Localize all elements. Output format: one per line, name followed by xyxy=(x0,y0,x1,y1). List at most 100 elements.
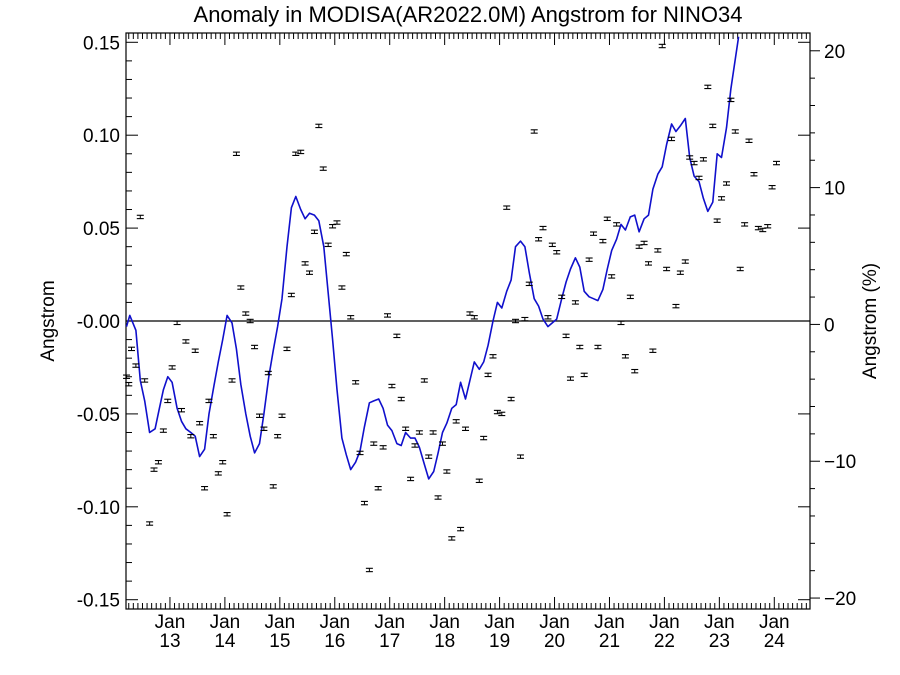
data-point xyxy=(448,536,456,541)
data-point xyxy=(141,378,149,383)
data-point xyxy=(164,398,172,404)
data-point xyxy=(246,318,254,324)
data-point xyxy=(709,123,717,129)
data-point xyxy=(558,294,566,300)
data-point xyxy=(452,419,460,424)
data-point xyxy=(305,270,313,275)
data-point xyxy=(617,320,625,326)
data-point xyxy=(603,216,611,222)
y-tick-label: -0.05 xyxy=(77,405,120,426)
x-tick-label-month: Jan xyxy=(319,612,350,633)
data-point xyxy=(150,467,158,472)
data-point xyxy=(256,413,264,418)
data-point xyxy=(470,315,478,320)
data-point xyxy=(415,430,423,435)
data-point xyxy=(292,151,300,156)
data-point xyxy=(159,428,167,433)
data-point xyxy=(420,378,428,383)
data-point xyxy=(530,129,538,134)
data-point xyxy=(566,376,574,381)
data-point xyxy=(402,426,410,431)
data-point xyxy=(731,129,739,134)
data-point xyxy=(283,346,291,352)
data-point xyxy=(205,398,213,404)
x-tick-label-year: 14 xyxy=(214,631,236,652)
data-point xyxy=(177,407,185,413)
data-point xyxy=(672,303,680,309)
y-tick-label: -0.00 xyxy=(77,312,120,333)
y-axis-label: Angstrom xyxy=(38,280,59,361)
data-point xyxy=(319,166,327,171)
data-point xyxy=(750,171,758,177)
data-point xyxy=(324,242,332,248)
data-point xyxy=(333,220,341,225)
data-point xyxy=(196,420,204,426)
data-point xyxy=(434,495,442,500)
data-point xyxy=(393,333,401,339)
data-point xyxy=(388,383,396,389)
chart-title: Anomaly in MODISA(AR2022.0M) Angstrom fo… xyxy=(194,2,743,27)
data-point xyxy=(379,445,387,450)
data-point xyxy=(329,224,337,229)
x-tick-label-month: Jan xyxy=(210,612,241,633)
data-point xyxy=(223,512,231,517)
x-tick-label-year: 19 xyxy=(489,631,510,652)
data-point xyxy=(374,486,382,491)
x-tick-label-year: 18 xyxy=(434,631,455,652)
data-point xyxy=(713,218,721,223)
data-point xyxy=(690,160,698,166)
data-point xyxy=(462,426,470,431)
data-point xyxy=(599,238,607,244)
data-point xyxy=(631,368,639,374)
data-point xyxy=(342,251,350,257)
data-point xyxy=(242,311,250,316)
data-point xyxy=(498,411,506,417)
tick-marks xyxy=(126,33,820,609)
data-point xyxy=(764,224,772,229)
data-point xyxy=(718,196,726,201)
data-point xyxy=(269,484,277,489)
data-point xyxy=(535,237,543,242)
data-point xyxy=(397,396,405,402)
data-point xyxy=(365,567,373,573)
data-point xyxy=(127,346,135,352)
y-right-tick-label: −20 xyxy=(824,589,856,610)
data-point xyxy=(132,363,140,368)
y-right-tick-label: 20 xyxy=(824,42,845,63)
data-point xyxy=(516,454,524,459)
anomaly-line xyxy=(125,36,740,480)
x-tick-label-year: 20 xyxy=(544,631,565,652)
data-point xyxy=(745,138,753,143)
data-point xyxy=(503,205,511,210)
data-point xyxy=(457,526,465,532)
data-point xyxy=(553,250,561,255)
x-tick-label-month: Jan xyxy=(429,612,460,633)
data-point xyxy=(668,136,676,142)
data-point xyxy=(480,435,488,441)
data-point xyxy=(754,225,762,231)
x-tick-label-month: Jan xyxy=(155,612,186,633)
x-tick-label-year: 17 xyxy=(379,631,400,652)
data-point xyxy=(626,294,634,300)
data-point xyxy=(658,43,666,49)
x-tick-label-year: 21 xyxy=(599,631,620,652)
data-point xyxy=(136,214,144,220)
x-tick-label-year: 15 xyxy=(269,631,290,652)
data-point xyxy=(768,184,776,190)
data-point xyxy=(594,344,602,350)
data-point xyxy=(173,320,181,326)
data-point xyxy=(228,378,236,383)
data-point xyxy=(407,476,415,482)
data-point xyxy=(264,370,272,376)
data-point xyxy=(649,348,657,353)
data-point xyxy=(219,459,227,465)
data-point xyxy=(274,433,282,439)
data-point xyxy=(384,313,392,318)
x-tick-label-month: Jan xyxy=(374,612,405,633)
data-point xyxy=(772,160,780,166)
x-tick-label-month: Jan xyxy=(265,612,296,633)
series-group xyxy=(125,36,740,480)
data-point xyxy=(548,242,556,248)
data-point xyxy=(201,486,209,491)
